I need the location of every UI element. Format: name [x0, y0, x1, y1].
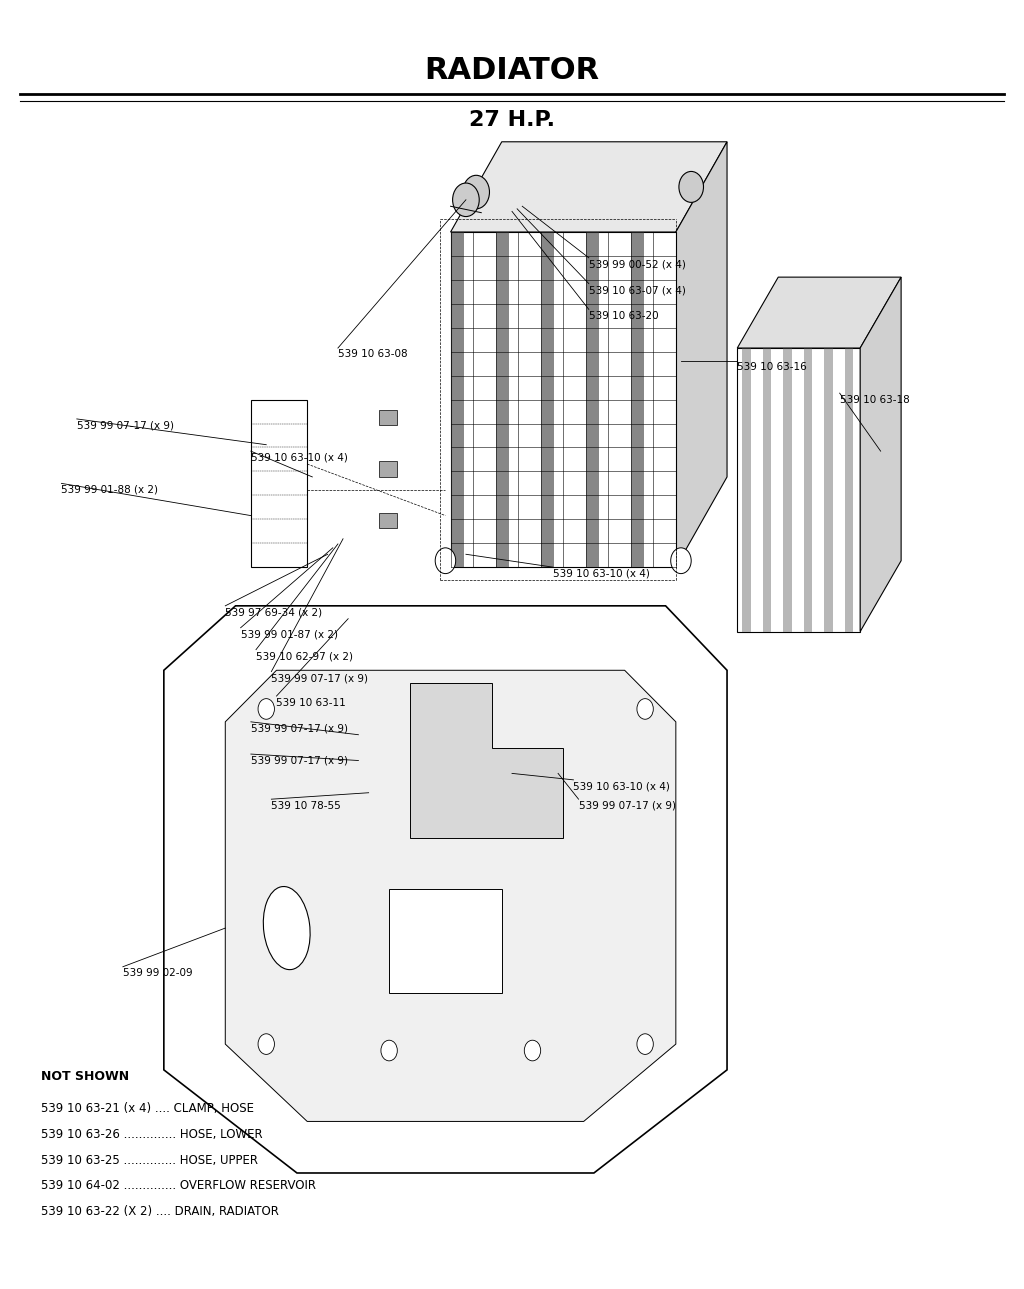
Bar — [824, 348, 833, 632]
Bar — [251, 400, 307, 567]
Circle shape — [679, 171, 703, 202]
Text: 539 10 63-10 (x 4): 539 10 63-10 (x 4) — [251, 452, 348, 463]
Text: 539 99 07-17 (x 9): 539 99 07-17 (x 9) — [77, 420, 174, 431]
Text: 539 97 69-34 (x 2): 539 97 69-34 (x 2) — [225, 607, 323, 617]
Bar — [804, 348, 812, 632]
Polygon shape — [676, 142, 727, 567]
Circle shape — [258, 1034, 274, 1054]
Polygon shape — [225, 670, 676, 1121]
Text: NOT SHOWN: NOT SHOWN — [41, 1070, 129, 1083]
Circle shape — [258, 699, 274, 719]
Bar — [631, 232, 644, 567]
Bar — [737, 348, 860, 632]
Circle shape — [671, 548, 691, 574]
Text: 539 10 62-97 (x 2): 539 10 62-97 (x 2) — [256, 651, 353, 661]
Circle shape — [637, 699, 653, 719]
Circle shape — [435, 548, 456, 574]
Circle shape — [381, 1040, 397, 1061]
Text: 539 10 63-16: 539 10 63-16 — [737, 362, 807, 373]
Text: 539 10 63-10 (x 4): 539 10 63-10 (x 4) — [573, 781, 671, 791]
Bar — [586, 232, 599, 567]
Bar — [763, 348, 771, 632]
Polygon shape — [451, 142, 727, 232]
Text: 539 10 63-21 (x 4) .... CLAMP, HOSE: 539 10 63-21 (x 4) .... CLAMP, HOSE — [41, 1102, 254, 1115]
Ellipse shape — [263, 887, 310, 969]
Text: 27 H.P.: 27 H.P. — [469, 110, 555, 130]
Bar — [845, 348, 853, 632]
Text: 539 10 63-22 (X 2) .... DRAIN, RADIATOR: 539 10 63-22 (X 2) .... DRAIN, RADIATOR — [41, 1205, 279, 1218]
Text: 539 99 01-87 (x 2): 539 99 01-87 (x 2) — [241, 629, 338, 639]
Text: 539 10 63-26 .............. HOSE, LOWER: 539 10 63-26 .............. HOSE, LOWER — [41, 1128, 262, 1141]
Bar — [496, 232, 509, 567]
Text: 539 10 63-18: 539 10 63-18 — [840, 394, 909, 405]
Text: 539 99 02-09: 539 99 02-09 — [123, 968, 193, 978]
Bar — [379, 513, 397, 528]
Bar — [379, 410, 397, 425]
Bar — [379, 461, 397, 477]
Text: 539 10 63-11: 539 10 63-11 — [276, 697, 346, 708]
Text: 539 10 63-20: 539 10 63-20 — [589, 311, 658, 321]
Circle shape — [524, 1040, 541, 1061]
Bar — [742, 348, 751, 632]
Text: 539 10 63-07 (x 4): 539 10 63-07 (x 4) — [589, 285, 686, 295]
Circle shape — [453, 183, 479, 217]
Bar — [541, 232, 554, 567]
Text: 539 99 01-88 (x 2): 539 99 01-88 (x 2) — [61, 485, 159, 495]
Text: 539 99 07-17 (x 9): 539 99 07-17 (x 9) — [251, 755, 348, 766]
Text: 539 10 63-10 (x 4): 539 10 63-10 (x 4) — [553, 568, 650, 579]
Bar — [451, 232, 464, 567]
Polygon shape — [737, 277, 901, 348]
Polygon shape — [860, 277, 901, 632]
Text: 539 10 63-25 .............. HOSE, UPPER: 539 10 63-25 .............. HOSE, UPPER — [41, 1154, 258, 1167]
Text: 539 99 07-17 (x 9): 539 99 07-17 (x 9) — [251, 723, 348, 733]
Text: 539 10 63-08: 539 10 63-08 — [338, 349, 408, 360]
Circle shape — [463, 175, 489, 209]
Bar — [389, 889, 502, 993]
Text: 539 99 00-52 (x 4): 539 99 00-52 (x 4) — [589, 259, 686, 269]
Polygon shape — [410, 683, 563, 838]
Bar — [451, 232, 676, 567]
Polygon shape — [164, 606, 727, 1173]
Circle shape — [637, 1034, 653, 1054]
Text: 539 99 07-17 (x 9): 539 99 07-17 (x 9) — [271, 673, 369, 683]
Bar — [783, 348, 792, 632]
Text: 539 99 07-17 (x 9): 539 99 07-17 (x 9) — [579, 800, 676, 811]
Text: RADIATOR: RADIATOR — [424, 57, 600, 85]
Text: 539 10 78-55: 539 10 78-55 — [271, 800, 341, 811]
Text: 539 10 64-02 .............. OVERFLOW RESERVOIR: 539 10 64-02 .............. OVERFLOW RES… — [41, 1179, 316, 1192]
